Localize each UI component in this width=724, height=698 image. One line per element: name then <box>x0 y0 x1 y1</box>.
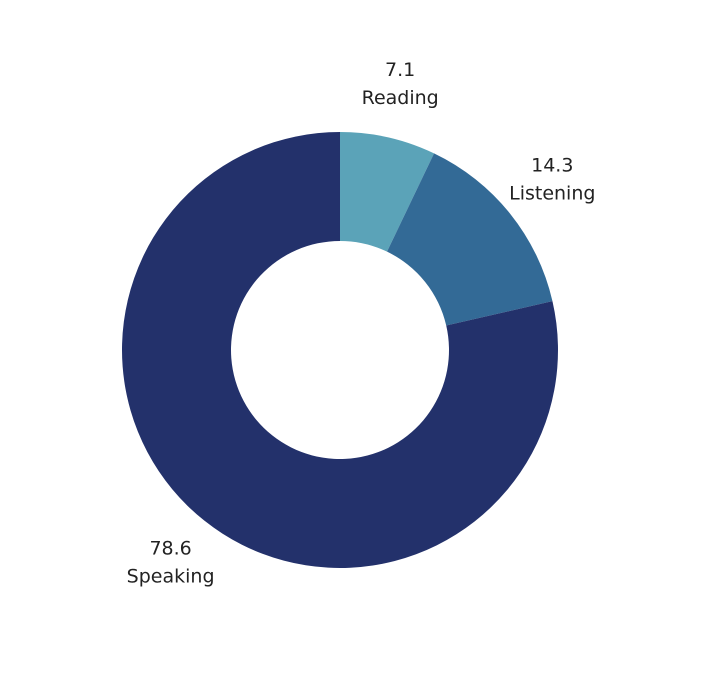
slice-value-label: 78.6 <box>149 537 191 559</box>
donut-slice <box>122 132 559 568</box>
donut-slice <box>387 153 553 326</box>
slice-category-label: Speaking <box>127 565 215 587</box>
slice-category-label: Listening <box>509 182 595 204</box>
slice-value-label: 7.1 <box>385 59 415 81</box>
slice-category-label: Reading <box>362 87 439 109</box>
donut-slice <box>340 132 435 252</box>
slice-value-label: 14.3 <box>531 154 573 176</box>
